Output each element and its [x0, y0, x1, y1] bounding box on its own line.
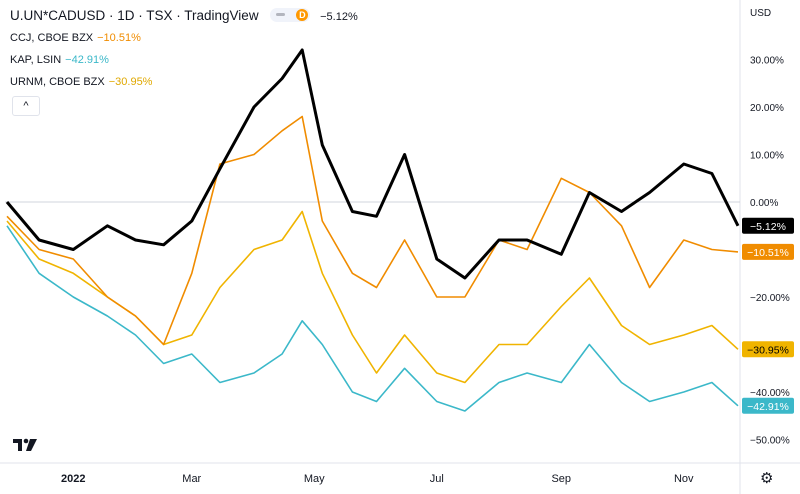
y-tick-label: 0.00%	[750, 198, 778, 209]
last-value-text: −10.51%	[747, 247, 789, 259]
y-tick-label: 30.00%	[750, 56, 784, 67]
y-tick-label: −50.00%	[750, 436, 790, 447]
legend-row-urnm[interactable]: URNM, CBOE BZX −30.95%	[10, 76, 152, 88]
last-value-text: −42.91%	[747, 401, 789, 413]
y-tick-label: 10.00%	[750, 151, 784, 162]
x-tick-label: 2022	[61, 473, 85, 485]
last-value-box	[742, 341, 794, 358]
last-value-labels: −5.12% −10.51% −42.91% −30.95%	[742, 217, 794, 414]
visibility-pill[interactable]: D	[270, 8, 311, 23]
last-value-text: −5.12%	[750, 221, 786, 233]
x-tick-label: Nov	[674, 473, 694, 485]
legend-name: KAP, LSIN	[10, 54, 62, 66]
series-layer	[5, 48, 740, 412]
last-value-box	[742, 217, 794, 234]
legend-change: −10.51%	[97, 32, 141, 44]
series-line	[6, 210, 739, 384]
collapse-legend-button[interactable]: ^	[12, 96, 40, 116]
last-value-tag: −5.12%	[742, 217, 794, 234]
legend-main-row[interactable]: U.UN*CADUSD · 1D · TSX · TradingView D −…	[10, 8, 358, 23]
series-line	[6, 225, 739, 412]
x-tick-label: Jul	[430, 473, 444, 485]
gear-icon[interactable]: ⚙	[760, 470, 774, 487]
last-value-tag: −42.91%	[742, 397, 794, 414]
price-axis[interactable]: USD 30.00% 20.00% 10.00% 0.00% −20.00% −40.00%…	[750, 8, 790, 447]
tradingview-logo-icon[interactable]	[12, 435, 40, 455]
y-tick-label: −20.00%	[750, 293, 790, 304]
series-line	[5, 48, 740, 280]
legend-name: CCJ, CBOE BZX	[10, 32, 94, 44]
price-axis-unit: USD	[750, 8, 771, 19]
last-value-tag: −10.51%	[742, 243, 794, 260]
delayed-badge: D	[296, 9, 309, 22]
last-value-box	[742, 243, 794, 260]
time-axis[interactable]: 2022 Mar May Jul Sep Nov	[61, 473, 694, 485]
last-value-box	[742, 397, 794, 414]
last-value-text: −30.95%	[747, 344, 789, 356]
x-tick-label: May	[304, 473, 325, 485]
x-tick-label: Mar	[182, 473, 201, 485]
legend-name: URNM, CBOE BZX	[10, 76, 105, 88]
legend-row-kap[interactable]: KAP, LSIN −42.91%	[10, 54, 109, 66]
y-tick-label: −40.00%	[750, 388, 790, 399]
legend-change: −30.95%	[108, 76, 153, 88]
eye-icon[interactable]	[276, 13, 286, 17]
legend-row-ccj[interactable]: CCJ, CBOE BZX −10.51%	[10, 32, 141, 44]
symbol-title: U.UN*CADUSD · 1D · TSX · TradingView	[10, 8, 259, 23]
x-tick-label: Sep	[551, 473, 571, 485]
last-value-tag: −30.95%	[742, 341, 794, 358]
series-line	[6, 115, 739, 346]
legend-change: −42.91%	[65, 54, 109, 66]
main-change-value: −5.12%	[320, 11, 358, 23]
y-tick-label: 20.00%	[750, 103, 784, 114]
